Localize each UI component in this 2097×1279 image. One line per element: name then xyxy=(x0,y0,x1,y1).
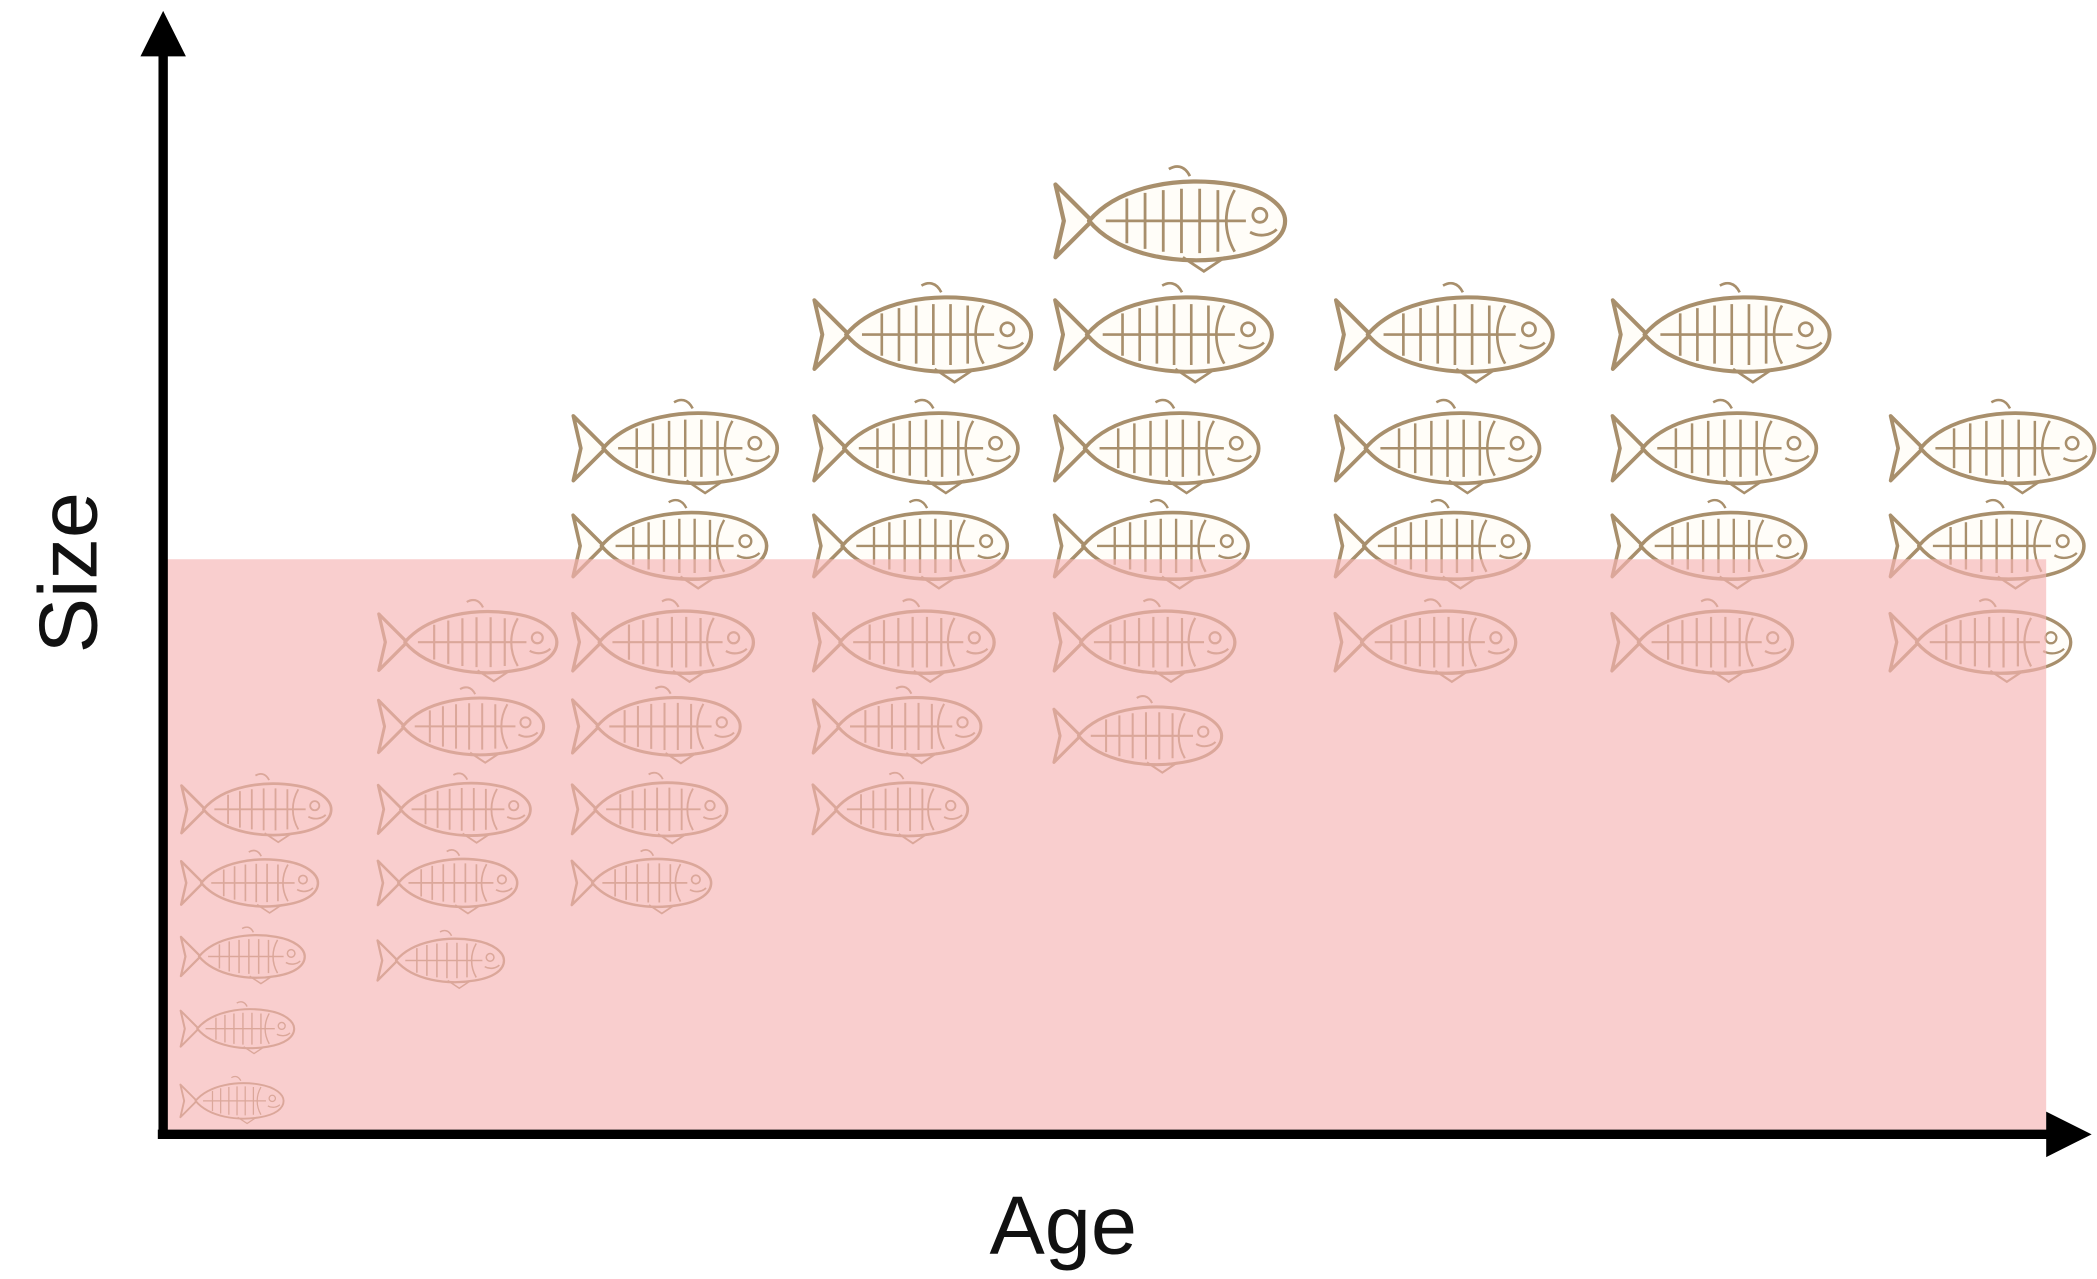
fish-icon xyxy=(1053,281,1274,385)
fish-icon xyxy=(812,281,1034,385)
fish-icon xyxy=(571,398,780,495)
fish-icon xyxy=(1888,398,2097,495)
fish-icon xyxy=(1052,398,1261,495)
fish-icon xyxy=(1610,398,1819,495)
y-axis-arrow xyxy=(140,10,186,57)
highlight-region xyxy=(163,559,2047,1135)
fish-icon xyxy=(1333,281,1555,385)
x-axis-arrow xyxy=(2046,1111,2092,1158)
fish-icon xyxy=(812,398,1020,495)
fish-icon xyxy=(1333,398,1542,495)
y-axis-label: Size xyxy=(21,492,114,653)
fish-icon xyxy=(1055,167,1285,272)
fish-icon xyxy=(1610,281,1832,385)
x-axis-label: Age xyxy=(989,1178,1137,1271)
